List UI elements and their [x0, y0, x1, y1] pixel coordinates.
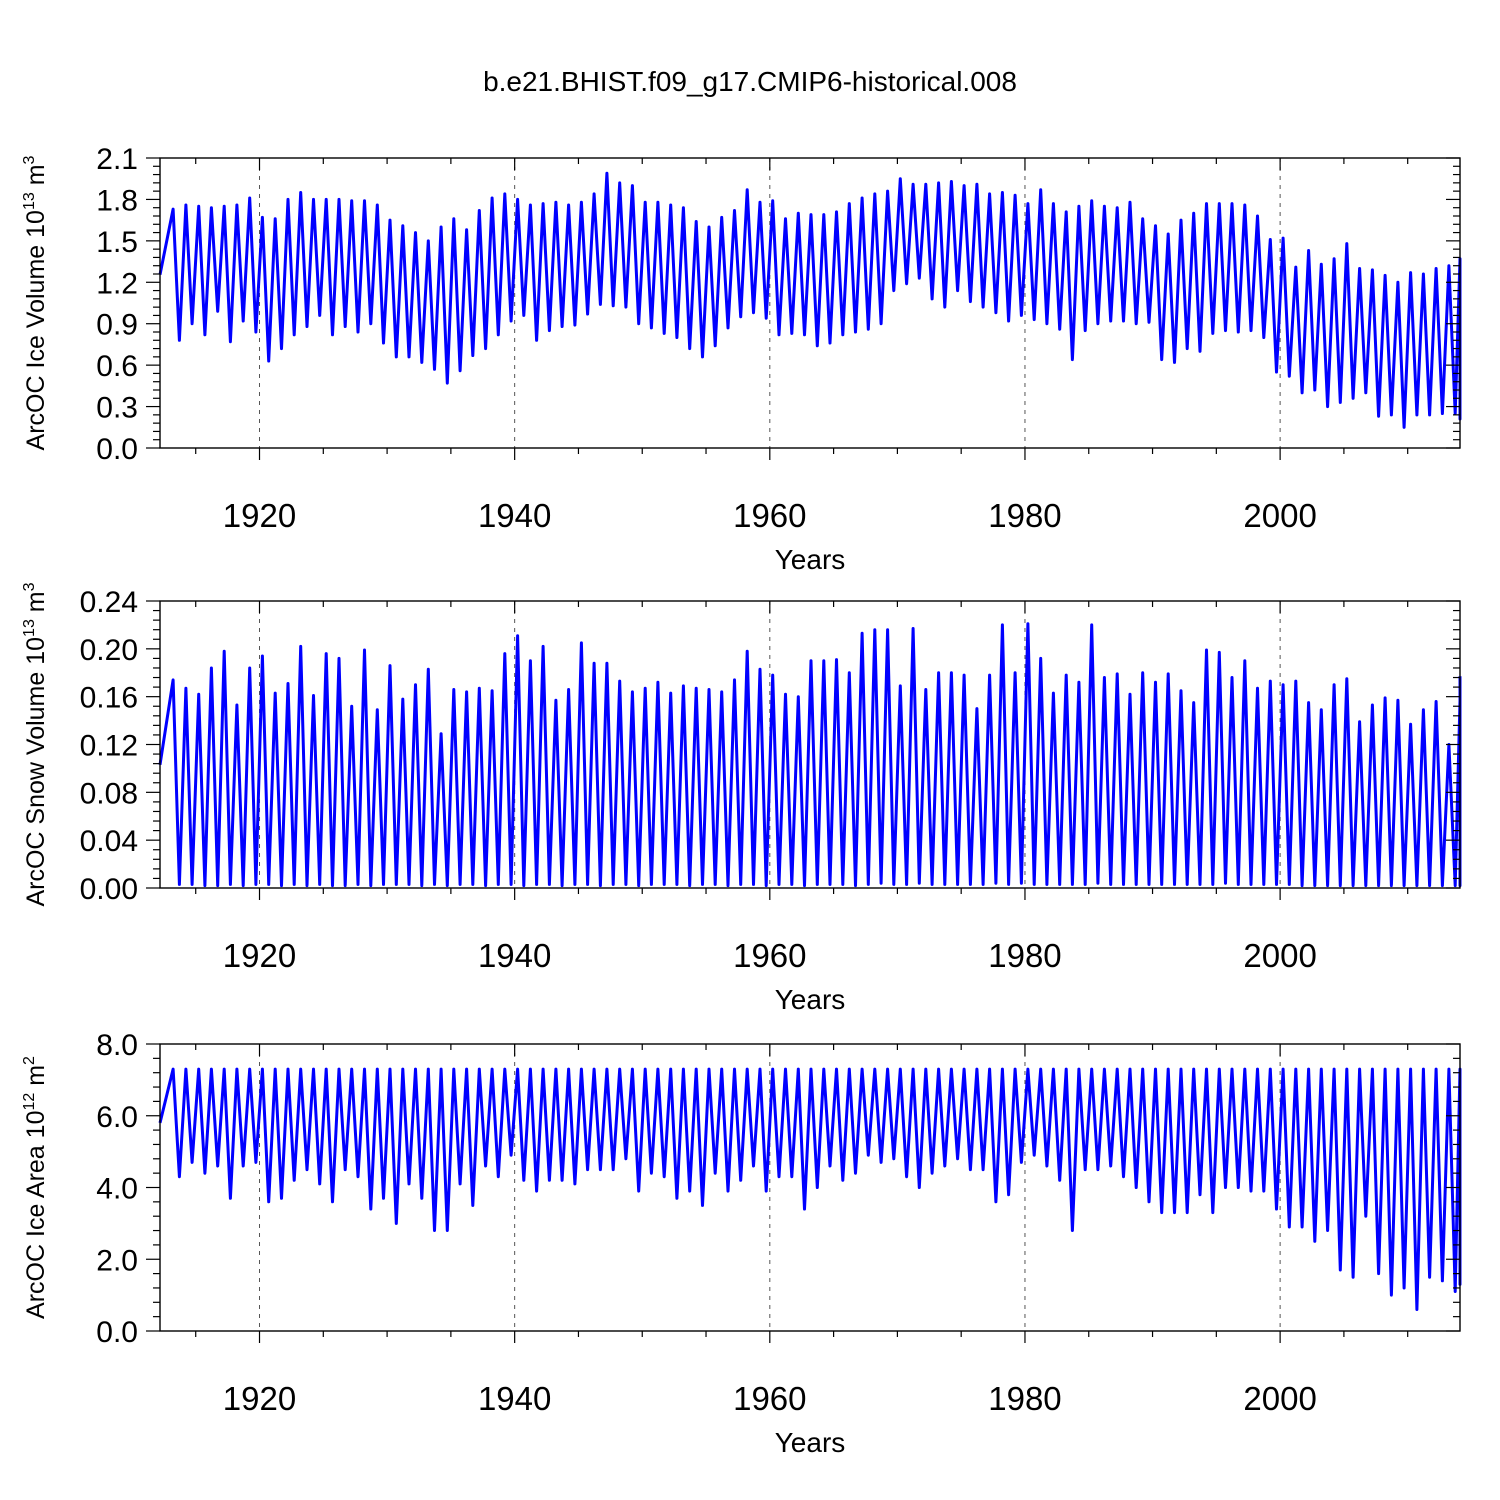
snow-volume-ytick-label: 0.20 [80, 634, 138, 667]
snow-volume-xtick-label-1920: 1920 [223, 937, 296, 974]
snow-volume-series-line [158, 622, 1462, 888]
ice-area-xtick-label-1980: 1980 [988, 1380, 1061, 1417]
ice-volume-plot-frame [159, 157, 1461, 449]
ice-area-ytick-label: 2.0 [96, 1244, 138, 1277]
ice-area-ytick-label: 4.0 [96, 1173, 138, 1206]
ice-volume-xtick-label-1920: 1920 [223, 497, 296, 534]
ice-area-ytick-label: 0.0 [96, 1316, 138, 1349]
snow-volume-panel: 0.00 0.04 0.08 0.12 0.16 0.20 0.24 1920 1940 1960… [21, 582, 1462, 1015]
ice-volume-ytick-label: 0.0 [96, 433, 138, 466]
ice-volume-ytick-label: 1.8 [96, 184, 138, 217]
ice-volume-ytick-label: 1.2 [96, 267, 138, 300]
ice-area-ytick-label: 8.0 [96, 1029, 138, 1062]
snow-volume-xtick-label-1980: 1980 [988, 937, 1061, 974]
snow-volume-ytick-label: 0.04 [80, 825, 138, 858]
snow-volume-xlabel: Years [775, 984, 846, 1015]
ice-volume-ytick-label: 0.6 [96, 350, 138, 383]
ice-volume-ytick-label: 1.5 [96, 226, 138, 259]
ice-volume-xlabel: Years [775, 544, 846, 575]
snow-volume-ytick-label: 0.24 [80, 586, 138, 619]
snow-volume-xtick-label-1940: 1940 [478, 937, 551, 974]
ice-volume-xtick-label-1960: 1960 [733, 497, 806, 534]
snow-volume-xtick-label-1960: 1960 [733, 937, 806, 974]
snow-volume-xtick-label-2000: 2000 [1243, 937, 1316, 974]
ice-area-xtick-label-1920: 1920 [223, 1380, 296, 1417]
snow-volume-ylabel: ArcOC Snow Volume 1013 m3 [21, 582, 50, 906]
ice-volume-ytick-label: 0.3 [96, 392, 138, 425]
ice-area-panel: 0.0 2.0 4.0 6.0 8.0 1920 1940 1960 1980 2000 Years… [21, 1029, 1462, 1458]
ice-volume-xtick-label-1940: 1940 [478, 497, 551, 534]
ice-volume-ytick-label: 0.9 [96, 309, 138, 342]
ice-area-xlabel: Years [775, 1427, 846, 1458]
snow-volume-ytick-label: 0.00 [80, 873, 138, 906]
ice-volume-ytick-label: 2.1 [96, 143, 138, 176]
ice-volume-series-line [158, 171, 1462, 429]
ice-area-ylabel: ArcOC Ice Area 1012 m2 [21, 1056, 50, 1319]
ice-area-xtick-label-2000: 2000 [1243, 1380, 1316, 1417]
ice-area-series-line [158, 1067, 1462, 1311]
ice-area-xtick-label-1940: 1940 [478, 1380, 551, 1417]
snow-volume-ytick-label: 0.12 [80, 730, 138, 763]
ice-volume-xtick-label-1980: 1980 [988, 497, 1061, 534]
snow-volume-ytick-label: 0.16 [80, 682, 138, 715]
figure-title: b.e21.BHIST.f09_g17.CMIP6-historical.008 [483, 66, 1017, 97]
ice-area-ytick-label: 6.0 [96, 1101, 138, 1134]
ice-volume-ylabel: ArcOC Ice Volume 1013 m3 [21, 155, 50, 450]
ice-volume-xtick-label-2000: 2000 [1243, 497, 1316, 534]
ice-volume-panel: 0.0 0.3 0.6 0.9 1.2 1.5 1.8 2.1 1920 1940 1960 1980… [21, 143, 1462, 575]
snow-volume-ytick-label: 0.08 [80, 777, 138, 810]
ice-area-xtick-label-1960: 1960 [733, 1380, 806, 1417]
